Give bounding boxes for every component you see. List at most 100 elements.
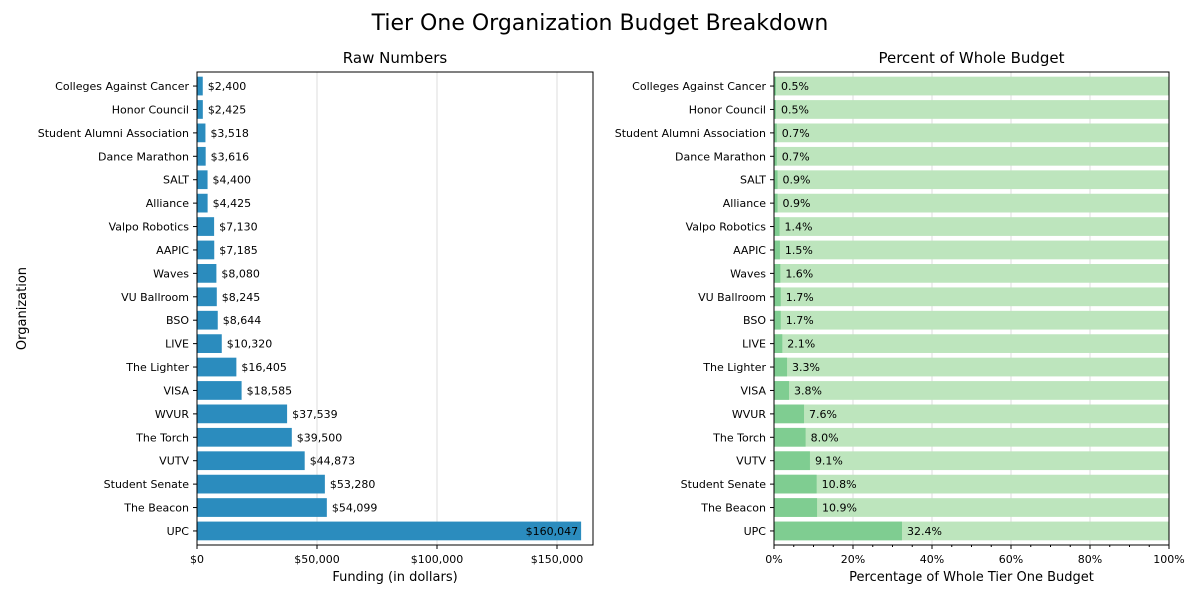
- bar: [197, 146, 206, 166]
- bar-remainder: [774, 193, 1169, 213]
- category-label: Waves: [153, 267, 189, 280]
- data-label: 1.4%: [785, 221, 813, 234]
- x-tick-label: 40%: [920, 553, 944, 566]
- category-label: WVUR: [732, 408, 766, 421]
- bar-remainder: [774, 123, 1169, 143]
- bar: [774, 100, 776, 119]
- category-label: VU Ballroom: [698, 291, 766, 304]
- x-tick-label: $50,000: [294, 553, 340, 566]
- bar: [197, 310, 218, 330]
- data-label: 10.9%: [822, 502, 857, 515]
- category-label: VUTV: [159, 455, 189, 468]
- data-label: $4,425: [213, 197, 252, 210]
- category-label: UPC: [167, 525, 190, 538]
- category-label: BSO: [166, 314, 189, 327]
- x-axis-label: Percentage of Whole Tier One Budget: [849, 570, 1094, 585]
- bar: [774, 264, 781, 283]
- x-tick-label: 100%: [1153, 553, 1184, 566]
- data-label: $37,539: [292, 408, 338, 421]
- data-label: $8,644: [223, 314, 262, 327]
- bar: [774, 381, 790, 400]
- data-label: $10,320: [227, 338, 273, 351]
- bar: [774, 240, 780, 260]
- bar: [197, 193, 208, 213]
- bar: [197, 76, 203, 96]
- bar: [774, 521, 902, 541]
- data-label: 3.3%: [792, 361, 820, 374]
- bar: [197, 123, 206, 143]
- bar: [774, 357, 788, 377]
- bar: [774, 146, 777, 166]
- data-label: $39,500: [297, 431, 343, 444]
- category-label: The Torch: [135, 431, 189, 444]
- category-label: The Beacon: [123, 502, 189, 515]
- data-label: $54,099: [332, 502, 378, 515]
- figure-title: Tier One Organization Budget Breakdown: [371, 11, 829, 36]
- data-label: 1.7%: [786, 291, 814, 304]
- x-axis-label: Funding (in dollars): [332, 570, 457, 585]
- category-label: BSO: [743, 314, 766, 327]
- bar: [197, 240, 215, 260]
- bar-remainder: [774, 310, 1169, 330]
- bar: [197, 170, 208, 190]
- bar: [197, 100, 203, 119]
- data-label: 10.8%: [822, 478, 857, 491]
- data-label: 2.1%: [787, 338, 815, 351]
- axes-frame: [196, 71, 594, 546]
- bar: [774, 498, 818, 517]
- bar: [197, 287, 217, 307]
- bar: [197, 451, 305, 471]
- data-label: 1.5%: [785, 244, 813, 257]
- data-label: $53,280: [330, 478, 376, 491]
- bar: [774, 217, 780, 236]
- bar: [197, 427, 292, 447]
- bar-remainder: [774, 334, 1169, 353]
- category-label: Waves: [730, 267, 766, 280]
- category-label: AAPIC: [156, 244, 189, 257]
- category-label: Student Senate: [681, 478, 767, 491]
- data-label: $160,047: [526, 525, 579, 538]
- data-label: 0.7%: [782, 127, 810, 140]
- bar: [774, 427, 806, 447]
- x-tick-label: 0%: [765, 553, 782, 566]
- bar-remainder: [774, 287, 1169, 307]
- bar-remainder: [774, 474, 1169, 494]
- bar: [774, 404, 805, 424]
- bar-remainder: [774, 217, 1169, 236]
- data-label: 0.5%: [781, 80, 809, 93]
- category-label: Dance Marathon: [675, 150, 766, 163]
- bar-remainder: [774, 264, 1169, 283]
- category-label: Student Alumni Association: [615, 127, 766, 140]
- category-label: Alliance: [723, 197, 766, 210]
- x-tick-label: 80%: [1078, 553, 1102, 566]
- percent-panel: Percent of Whole Budget Colleges Against …: [615, 49, 1185, 585]
- x-tick-label: $0: [190, 553, 204, 566]
- category-label: LIVE: [742, 338, 766, 351]
- data-label: $44,873: [310, 455, 356, 468]
- axes-frame: [773, 71, 1170, 546]
- data-label: $8,245: [222, 291, 261, 304]
- bar: [774, 334, 783, 353]
- bar: [774, 474, 817, 494]
- bar: [774, 310, 781, 330]
- category-label: WVUR: [155, 408, 189, 421]
- bar-remainder: [774, 381, 1169, 400]
- category-label: The Lighter: [702, 361, 766, 374]
- category-label: Student Alumni Association: [38, 127, 189, 140]
- category-label: Colleges Against Cancer: [632, 80, 766, 93]
- x-tick-label: $150,000: [531, 553, 584, 566]
- category-label: SALT: [740, 174, 766, 187]
- data-label: $4,400: [213, 174, 252, 187]
- bar-remainder: [774, 427, 1169, 447]
- data-label: 8.0%: [811, 431, 839, 444]
- y-axis-label: Organization: [15, 267, 30, 350]
- raw-numbers-panel: Raw Numbers Colleges Against Cancer $2,400…: [15, 49, 594, 585]
- category-label: Valpo Robotics: [109, 221, 190, 234]
- category-label: The Lighter: [125, 361, 189, 374]
- category-label: VISA: [164, 384, 190, 397]
- data-label: 9.1%: [815, 455, 843, 468]
- x-tick-label: 60%: [999, 553, 1023, 566]
- bar: [197, 217, 215, 236]
- category-label: AAPIC: [733, 244, 766, 257]
